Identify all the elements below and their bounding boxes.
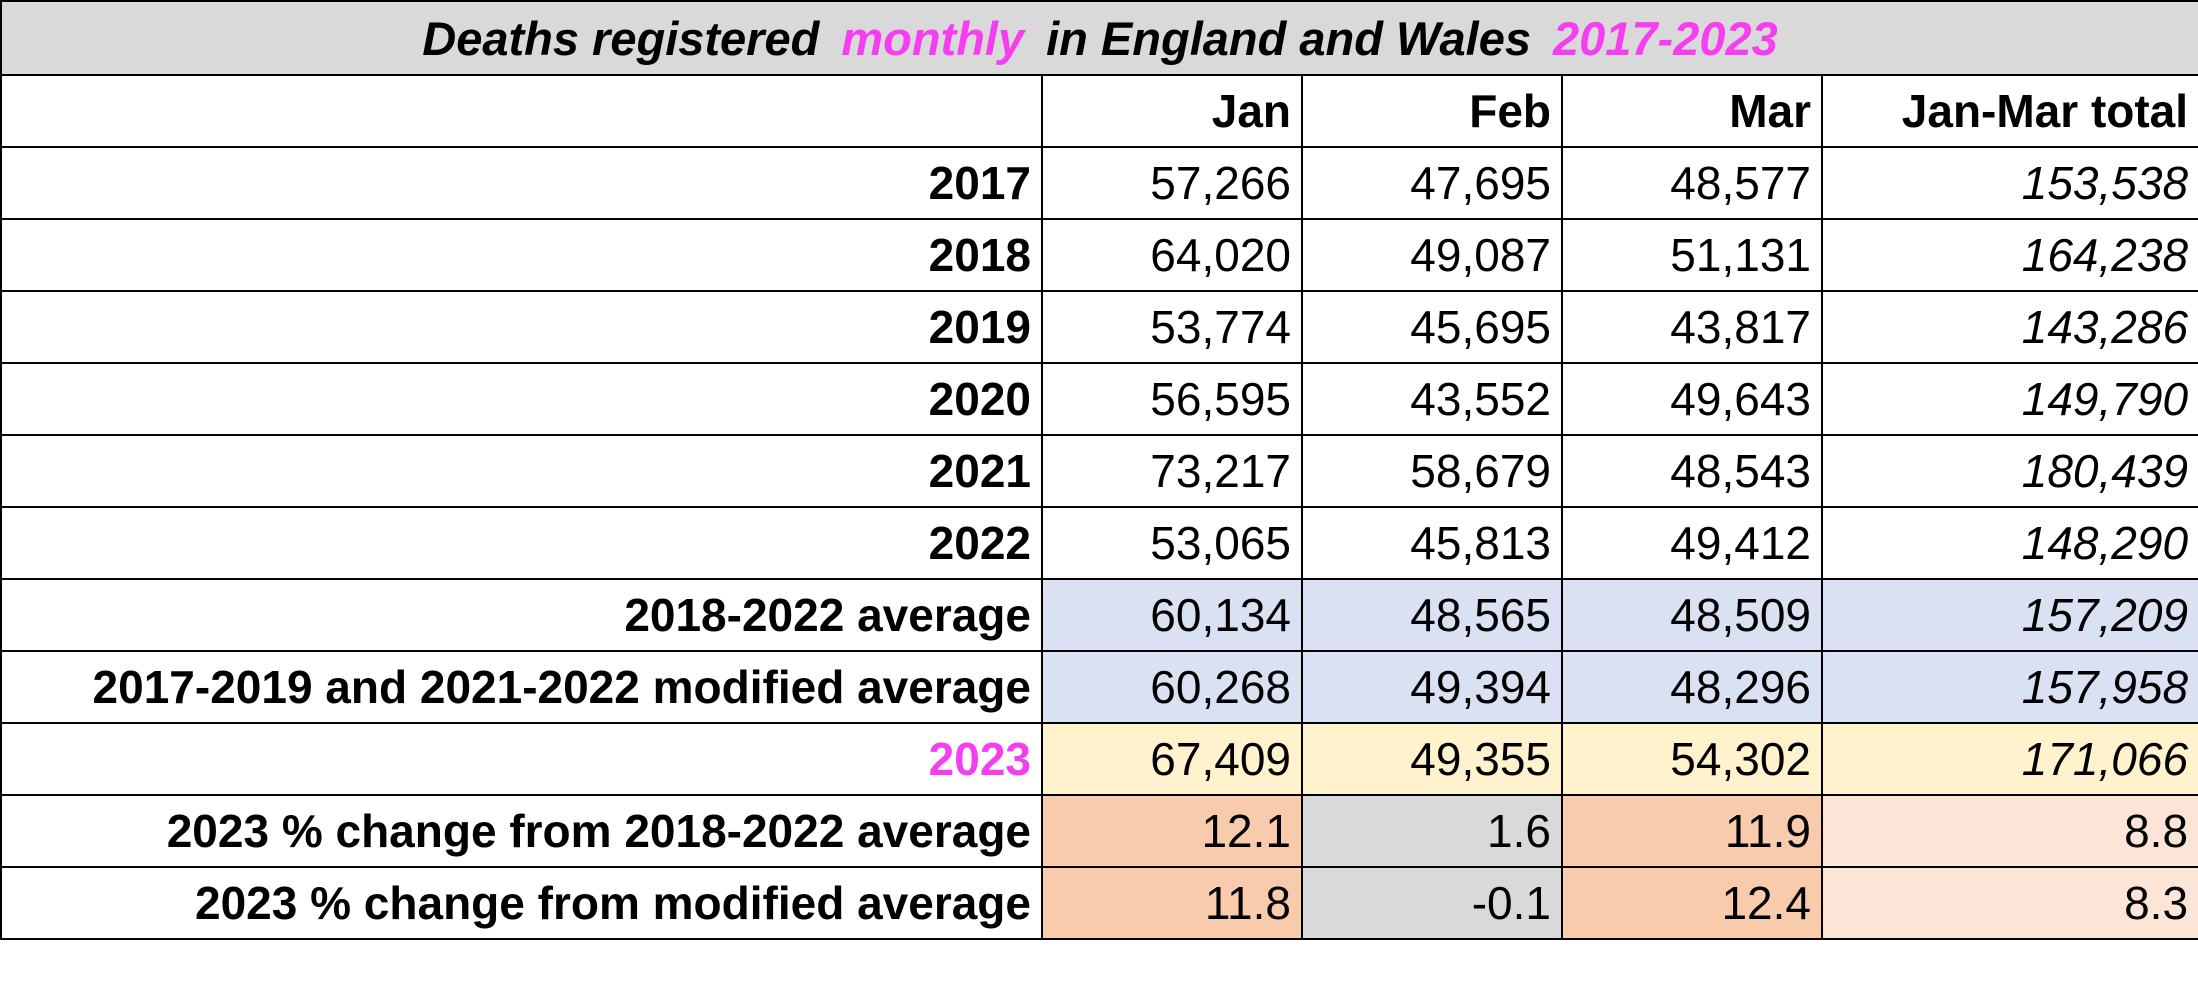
- table-row: 2019 53,774 45,695 43,817 143,286: [0, 290, 2198, 364]
- row-label: 2023: [0, 722, 1043, 796]
- cell-mar: 11.9: [1561, 794, 1823, 868]
- cell-jan: 56,595: [1041, 362, 1303, 436]
- average-row: 2018-2022 average 60,134 48,565 48,509 1…: [0, 578, 2198, 652]
- table-row: 2021 73,217 58,679 48,543 180,439: [0, 434, 2198, 508]
- title-row: Deaths registered monthly in England and W…: [0, 0, 2198, 76]
- header-mar: Mar: [1561, 74, 1823, 148]
- cell-total: 157,958: [1820, 650, 2198, 724]
- row-label: 2023 % change from modified average: [0, 866, 1043, 940]
- header-row: Jan Feb Mar Jan-Mar total: [0, 74, 2198, 148]
- cell-total: 148,290: [1820, 506, 2198, 580]
- cell-feb: 58,679: [1301, 434, 1563, 508]
- cell-total: 164,238: [1820, 218, 2198, 292]
- cell-total: 8.3: [1820, 866, 2198, 940]
- cell-total: 180,439: [1820, 434, 2198, 508]
- cell-feb: 48,565: [1301, 578, 1563, 652]
- row-label: 2018-2022 average: [0, 578, 1043, 652]
- table-row: 2020 56,595 43,552 49,643 149,790: [0, 362, 2198, 436]
- row-label: 2021: [0, 434, 1043, 508]
- cell-feb: 45,813: [1301, 506, 1563, 580]
- cell-mar: 51,131: [1561, 218, 1823, 292]
- row-label: 2020: [0, 362, 1043, 436]
- cell-jan: 64,020: [1041, 218, 1303, 292]
- cell-jan: 73,217: [1041, 434, 1303, 508]
- cell-feb: 49,087: [1301, 218, 1563, 292]
- deaths-table: Deaths registered monthly in England and W…: [0, 0, 2198, 940]
- row-label: 2023 % change from 2018-2022 average: [0, 794, 1043, 868]
- cell-total: 171,066: [1820, 722, 2198, 796]
- cell-feb: 47,695: [1301, 146, 1563, 220]
- table-row: 2018 64,020 49,087 51,131 164,238: [0, 218, 2198, 292]
- table-row: 2017 57,266 47,695 48,577 153,538: [0, 146, 2198, 220]
- cell-total: 157,209: [1820, 578, 2198, 652]
- modified-average-row: 2017-2019 and 2021-2022 modified average…: [0, 650, 2198, 724]
- cell-total: 143,286: [1820, 290, 2198, 364]
- header-total: Jan-Mar total: [1820, 74, 2198, 148]
- cell-feb: 49,355: [1301, 722, 1563, 796]
- cell-feb: 43,552: [1301, 362, 1563, 436]
- cell-jan: 57,266: [1041, 146, 1303, 220]
- row-label: 2019: [0, 290, 1043, 364]
- cell-jan: 12.1: [1041, 794, 1303, 868]
- cell-jan: 60,268: [1041, 650, 1303, 724]
- cell-jan: 53,774: [1041, 290, 1303, 364]
- table-row: 2022 53,065 45,813 49,412 148,290: [0, 506, 2198, 580]
- cell-feb: 49,394: [1301, 650, 1563, 724]
- cell-mar: 43,817: [1561, 290, 1823, 364]
- row-label: 2018: [0, 218, 1043, 292]
- year-2023-row: 2023 67,409 49,355 54,302 171,066: [0, 722, 2198, 796]
- cell-mar: 49,412: [1561, 506, 1823, 580]
- cell-mar: 48,543: [1561, 434, 1823, 508]
- change-row: 2023 % change from modified average 11.8…: [0, 866, 2198, 940]
- cell-mar: 48,296: [1561, 650, 1823, 724]
- row-label: 2017-2019 and 2021-2022 modified average: [0, 650, 1043, 724]
- cell-mar: 54,302: [1561, 722, 1823, 796]
- cell-mar: 48,509: [1561, 578, 1823, 652]
- cell-jan: 60,134: [1041, 578, 1303, 652]
- cell-feb: 45,695: [1301, 290, 1563, 364]
- title-part-2: monthly: [841, 11, 1025, 65]
- row-label: 2017: [0, 146, 1043, 220]
- cell-total: 149,790: [1820, 362, 2198, 436]
- cell-feb: -0.1: [1301, 866, 1563, 940]
- title-part-3: in England and Wales: [1046, 11, 1531, 65]
- row-label: 2022: [0, 506, 1043, 580]
- header-blank-cell: [0, 74, 1043, 148]
- title-part-4: 2017-2023: [1552, 11, 1778, 65]
- cell-jan: 67,409: [1041, 722, 1303, 796]
- cell-total: 153,538: [1820, 146, 2198, 220]
- header-jan: Jan: [1041, 74, 1303, 148]
- cell-jan: 11.8: [1041, 866, 1303, 940]
- cell-mar: 12.4: [1561, 866, 1823, 940]
- title-part-1: Deaths registered: [422, 11, 820, 65]
- change-row: 2023 % change from 2018-2022 average 12.…: [0, 794, 2198, 868]
- cell-feb: 1.6: [1301, 794, 1563, 868]
- header-feb: Feb: [1301, 74, 1563, 148]
- cell-mar: 48,577: [1561, 146, 1823, 220]
- cell-jan: 53,065: [1041, 506, 1303, 580]
- cell-mar: 49,643: [1561, 362, 1823, 436]
- cell-total: 8.8: [1820, 794, 2198, 868]
- table-title: Deaths registered monthly in England and W…: [0, 0, 2198, 76]
